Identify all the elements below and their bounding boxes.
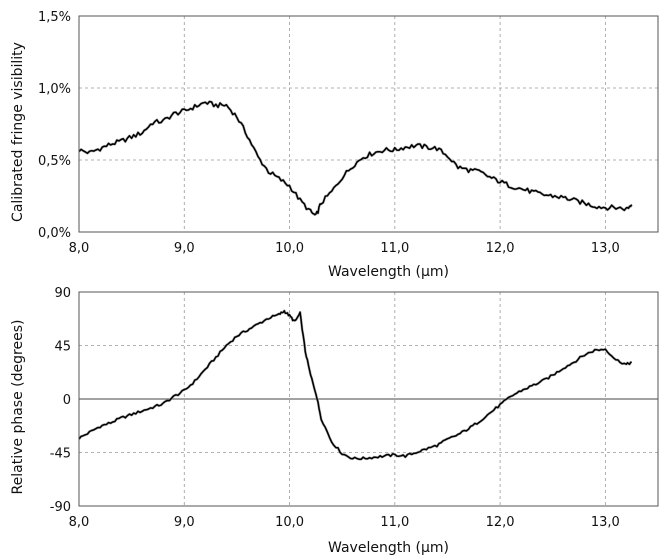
visibility-y-tick-label: 1,5%	[38, 10, 71, 25]
visibility-y-tick-label: 0,0%	[38, 226, 71, 241]
phase-x-tick-label: 8,0	[69, 515, 90, 530]
visibility-series-line	[78, 100, 633, 216]
phase-x-tick-label: 11,0	[380, 515, 409, 530]
visibility-x-tick-label: 8,0	[69, 241, 90, 256]
phase-x-tick-label: 9,0	[174, 515, 195, 530]
phase-y-tick-label: -45	[50, 447, 71, 462]
phase-y-tick-label: 0	[63, 393, 71, 408]
visibility-x-tick-label: 13,0	[591, 241, 620, 256]
phase-x-tick-label: 10,0	[275, 515, 304, 530]
visibility-x-tick-label: 10,0	[275, 241, 304, 256]
visibility-error-band	[78, 100, 633, 216]
visibility-chart: 8,0 9,0 10,0 11,0 12,0 13,0 0,0% 0,5% 1,0% 1,5% W…	[10, 10, 659, 280]
phase-error-band	[77, 309, 633, 461]
phase-x-axis-label: Wavelength (µm)	[328, 540, 449, 555]
visibility-y-axis-label: Calibrated fringe visibility	[10, 42, 26, 222]
visibility-y-tick-label: 0,5%	[38, 154, 71, 169]
phase-x-tick-label: 12,0	[486, 515, 515, 530]
visibility-x-tick-label: 12,0	[486, 241, 515, 256]
phase-y-tick-label: -90	[50, 500, 71, 515]
phase-x-tick-label: 13,0	[591, 515, 620, 530]
phase-chart: 8,0 9,0 10,0 11,0 12,0 13,0 -90 -45 0 45 90 Wavele…	[10, 286, 659, 555]
phase-y-tick-label: 45	[54, 340, 71, 355]
visibility-plot-frame	[78, 15, 659, 233]
visibility-y-tick-label: 1,0%	[38, 82, 71, 97]
phase-plot-frame	[78, 291, 659, 507]
phase-y-tick-label: 90	[54, 286, 71, 301]
visibility-x-tick-label: 9,0	[174, 241, 195, 256]
phase-series-line	[78, 310, 632, 461]
visibility-x-tick-label: 11,0	[380, 241, 409, 256]
visibility-x-axis-label: Wavelength (µm)	[328, 264, 449, 280]
phase-y-axis-label: Relative phase (degrees)	[10, 320, 26, 495]
